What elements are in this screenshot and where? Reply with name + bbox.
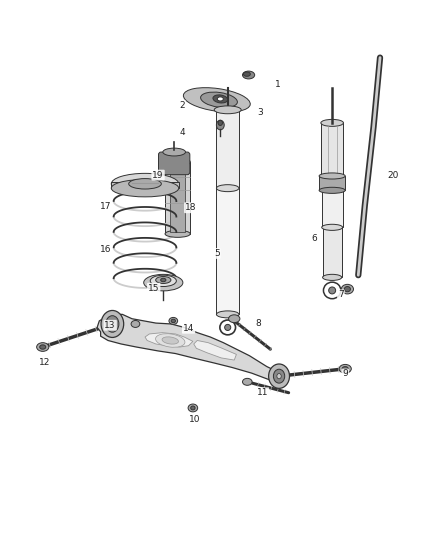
Polygon shape (97, 314, 283, 381)
Ellipse shape (110, 320, 115, 327)
Text: 13: 13 (104, 321, 116, 330)
Ellipse shape (341, 284, 353, 294)
Text: 17: 17 (100, 202, 112, 211)
Ellipse shape (162, 337, 178, 344)
Ellipse shape (328, 287, 336, 294)
Polygon shape (170, 164, 185, 232)
Polygon shape (194, 341, 237, 360)
Ellipse shape (229, 315, 240, 322)
Ellipse shape (214, 106, 241, 114)
Text: 7: 7 (338, 290, 344, 300)
Ellipse shape (184, 87, 250, 112)
Ellipse shape (322, 224, 343, 230)
Ellipse shape (218, 120, 223, 125)
Text: 5: 5 (214, 249, 220, 258)
Text: 15: 15 (148, 284, 159, 293)
Text: 8: 8 (255, 319, 261, 328)
Ellipse shape (144, 274, 183, 291)
Ellipse shape (319, 173, 345, 179)
Ellipse shape (191, 406, 195, 410)
Ellipse shape (244, 72, 251, 76)
Polygon shape (165, 162, 190, 234)
Ellipse shape (165, 230, 190, 237)
Ellipse shape (106, 316, 119, 332)
Text: 1: 1 (275, 80, 281, 89)
Polygon shape (321, 123, 343, 180)
Text: 4: 4 (179, 128, 185, 137)
Ellipse shape (188, 404, 198, 412)
Ellipse shape (344, 287, 350, 292)
Ellipse shape (101, 310, 124, 337)
Ellipse shape (163, 148, 185, 156)
Polygon shape (111, 182, 179, 188)
Ellipse shape (277, 374, 281, 379)
Polygon shape (145, 333, 193, 347)
Ellipse shape (155, 334, 185, 348)
Polygon shape (216, 110, 239, 188)
Text: 16: 16 (100, 245, 112, 254)
Text: 12: 12 (39, 358, 51, 367)
Ellipse shape (129, 179, 161, 189)
Ellipse shape (243, 378, 252, 385)
Ellipse shape (111, 180, 179, 197)
Ellipse shape (40, 345, 46, 349)
Text: 2: 2 (179, 101, 185, 110)
Ellipse shape (216, 184, 239, 192)
Polygon shape (322, 228, 342, 277)
Ellipse shape (321, 176, 343, 183)
Ellipse shape (165, 158, 190, 166)
Ellipse shape (268, 364, 290, 389)
Ellipse shape (216, 311, 239, 318)
Ellipse shape (339, 365, 351, 373)
Text: 3: 3 (258, 108, 263, 117)
Ellipse shape (131, 320, 140, 327)
Polygon shape (322, 190, 343, 228)
Ellipse shape (37, 343, 49, 351)
Text: 18: 18 (185, 203, 197, 212)
Text: 9: 9 (343, 369, 348, 378)
Text: 14: 14 (183, 324, 194, 333)
Ellipse shape (111, 173, 179, 194)
Ellipse shape (243, 71, 254, 79)
Ellipse shape (171, 319, 176, 322)
Text: 6: 6 (312, 233, 318, 243)
Ellipse shape (273, 369, 285, 383)
Polygon shape (319, 176, 345, 190)
Ellipse shape (217, 97, 223, 101)
Ellipse shape (150, 275, 177, 287)
Ellipse shape (201, 92, 237, 108)
Text: 19: 19 (152, 171, 164, 180)
Text: 20: 20 (387, 171, 399, 180)
Text: 11: 11 (257, 388, 268, 397)
Ellipse shape (161, 278, 166, 282)
Ellipse shape (213, 95, 228, 103)
Polygon shape (216, 188, 239, 314)
Ellipse shape (169, 318, 178, 325)
Text: 10: 10 (189, 415, 201, 424)
Ellipse shape (155, 277, 171, 284)
FancyBboxPatch shape (159, 152, 190, 175)
Ellipse shape (216, 120, 224, 130)
Ellipse shape (322, 274, 342, 280)
Ellipse shape (321, 119, 343, 126)
Ellipse shape (225, 325, 231, 330)
Ellipse shape (319, 187, 345, 193)
Ellipse shape (342, 367, 348, 371)
